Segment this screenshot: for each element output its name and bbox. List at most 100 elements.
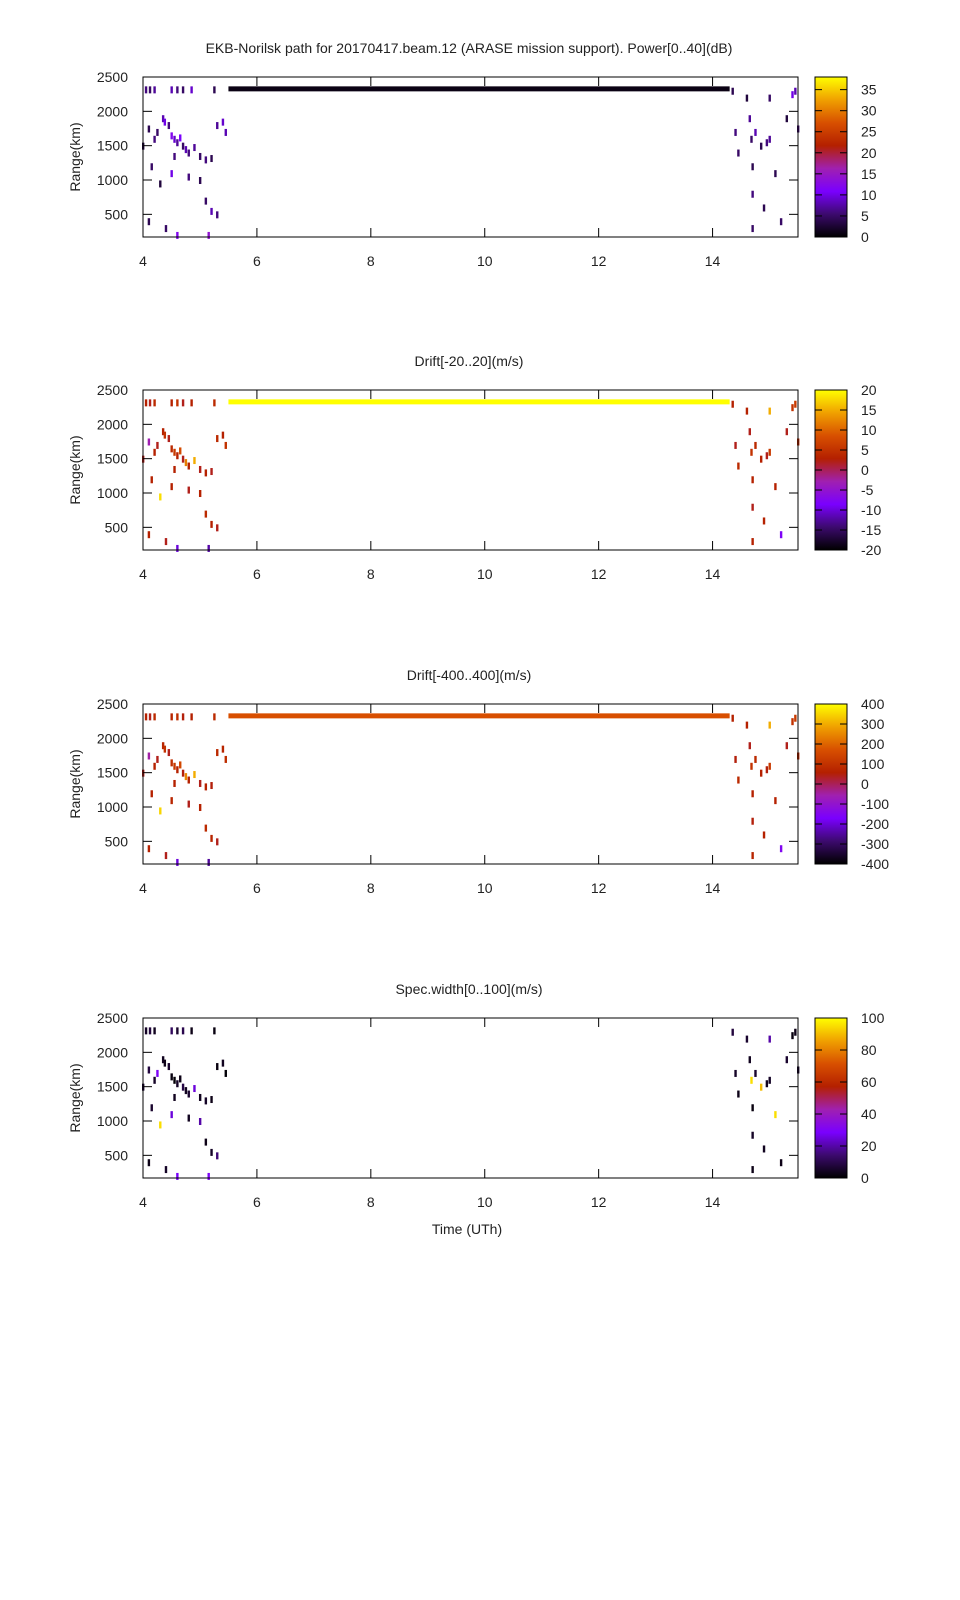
echo-cell	[762, 1145, 766, 1153]
colorbar-tick-label: 100	[861, 756, 885, 772]
echo-cell	[161, 1056, 165, 1064]
echo-cell	[153, 1076, 156, 1084]
colorbar-tick-label: -20	[861, 542, 881, 558]
echo-cell	[204, 197, 208, 205]
echo-cell	[210, 1096, 213, 1104]
colorbar-tick-label: 200	[861, 736, 885, 752]
echo-cell	[144, 399, 148, 407]
y-tick-label: 1500	[97, 1079, 128, 1095]
echo-cell	[181, 399, 185, 407]
echo-cell	[754, 128, 757, 136]
y-axis-label: Range(km)	[67, 122, 83, 191]
echo-cell	[779, 531, 783, 539]
panel-4: Spec.width[0..100](m/s)4 6 8 10 12 1450010001…	[67, 981, 885, 1210]
echo-cell	[204, 156, 208, 164]
echo-cell	[768, 407, 771, 415]
y-axis-label: Range(km)	[67, 435, 83, 504]
echo-cell	[791, 1032, 794, 1040]
echo-cell	[173, 448, 176, 456]
colorbar-tick-label: 15	[861, 166, 877, 182]
echo-cell	[198, 779, 202, 787]
echo-cell	[216, 122, 219, 130]
echo-cell	[181, 142, 185, 150]
echo-cell	[193, 457, 196, 465]
colorbar-tick-label: 20	[861, 382, 877, 398]
echo-cell	[198, 490, 202, 498]
echo-cell	[751, 538, 754, 546]
echo-cell	[213, 713, 216, 721]
y-tick-label: 2000	[97, 416, 128, 432]
echo-cell	[779, 845, 783, 853]
echo-cell	[751, 1166, 754, 1174]
x-tick-label: 4	[139, 253, 147, 269]
colorbar-tick-label: 30	[861, 103, 877, 119]
panel-title: Drift[-400..400](m/s)	[407, 667, 531, 683]
echo-cell	[210, 834, 213, 842]
echo-cell	[768, 94, 771, 102]
plot-frame	[142, 1017, 799, 1179]
echo-cell	[768, 1076, 771, 1084]
echo-cell	[153, 713, 156, 721]
colorbar-tick-label: 35	[861, 82, 877, 98]
echo-cell	[176, 858, 179, 866]
echo-cell	[745, 721, 749, 729]
y-tick-label: 2000	[97, 1044, 128, 1060]
echo-cell	[187, 776, 190, 784]
echo-cell	[751, 852, 754, 860]
echo-cell	[184, 459, 188, 467]
y-tick-label: 2000	[97, 730, 128, 746]
y-tick-label: 2000	[97, 103, 128, 119]
echo-cell	[750, 762, 753, 770]
echo-cell	[181, 769, 185, 777]
echo-cell	[190, 1027, 193, 1035]
echo-cell	[748, 742, 751, 750]
echo-cell	[750, 448, 753, 456]
echo-cell	[170, 132, 173, 140]
x-tick-label: 6	[253, 566, 261, 582]
echo-cell	[193, 1085, 196, 1093]
colorbar-tick-label: 80	[861, 1042, 877, 1058]
colorbar-tick-label: -15	[861, 522, 881, 538]
echo-cell	[170, 445, 173, 453]
echo-cell	[176, 1172, 179, 1180]
echo-cell	[190, 86, 193, 94]
echo-cell	[170, 483, 173, 491]
x-tick-label: 8	[367, 880, 375, 896]
colorbar-tick-label: 0	[861, 776, 869, 792]
echo-cell	[734, 441, 737, 449]
y-tick-label: 2500	[97, 696, 128, 712]
y-tick-label: 1500	[97, 765, 128, 781]
echo-cell	[144, 1027, 148, 1035]
echo-cell	[791, 404, 794, 412]
echo-cell	[187, 486, 190, 494]
echo-cell	[737, 776, 740, 784]
echo-cell	[163, 431, 167, 439]
echo-cell	[198, 1093, 202, 1101]
echo-cell	[779, 218, 783, 226]
echo-cell	[198, 152, 202, 160]
panel-title: Spec.width[0..100](m/s)	[395, 981, 542, 997]
echo-cell	[794, 400, 797, 408]
echo-cell	[159, 1121, 162, 1129]
echo-cell	[147, 438, 151, 446]
echo-cell	[179, 1075, 182, 1083]
x-tick-label: 8	[367, 253, 375, 269]
echo-cell	[170, 1073, 173, 1081]
echo-cell	[794, 1028, 797, 1036]
echo-cell	[187, 1114, 190, 1122]
x-tick-label: 14	[705, 566, 721, 582]
echo-cell	[216, 211, 219, 219]
x-tick-label: 6	[253, 880, 261, 896]
y-tick-label: 1500	[97, 451, 128, 467]
echo-cell	[204, 510, 208, 518]
echo-cell	[173, 152, 176, 160]
echo-cell	[170, 713, 173, 721]
colorbar-tick-label: 15	[861, 402, 877, 418]
echo-cell	[207, 1172, 210, 1180]
echo-cell	[751, 225, 754, 233]
echo-cell	[745, 94, 749, 102]
echo-cell	[179, 447, 182, 455]
colorbar	[814, 1017, 848, 1179]
echo-cell	[173, 1093, 176, 1101]
